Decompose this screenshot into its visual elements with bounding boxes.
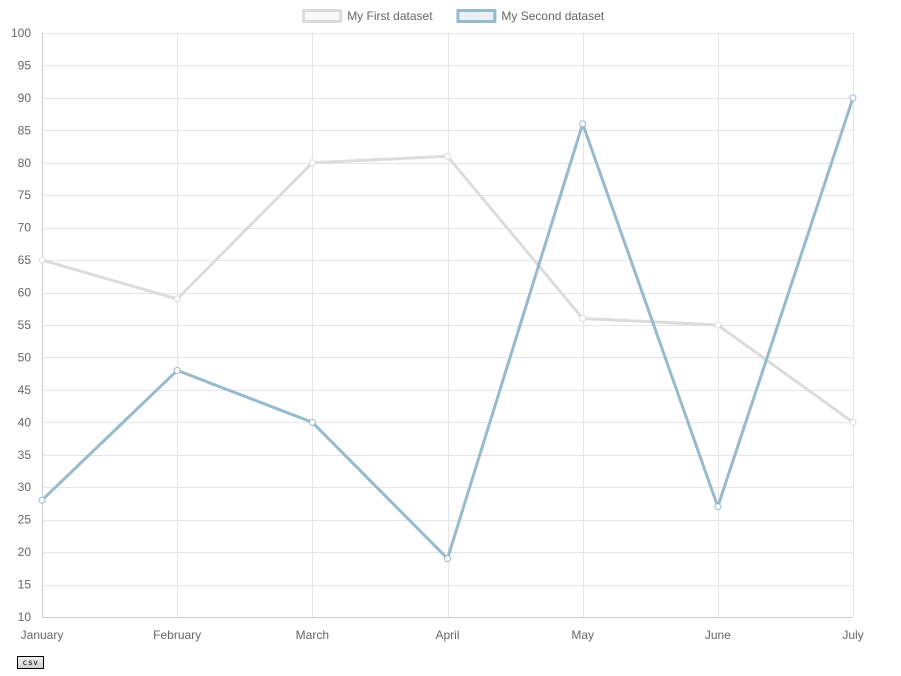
data-point[interactable] (849, 94, 857, 102)
y-tick-label: 15 (18, 578, 32, 592)
y-tick-label: 95 (18, 58, 32, 72)
series-lines (38, 94, 857, 563)
x-tick-label: June (705, 628, 731, 642)
legend-label: My Second dataset (501, 9, 604, 23)
x-tick-label: March (296, 628, 329, 642)
axes (42, 33, 853, 618)
data-point[interactable] (444, 152, 451, 160)
data-point[interactable] (38, 496, 46, 504)
x-tick-label: July (842, 628, 863, 642)
y-tick-label: 80 (18, 156, 32, 170)
y-tick-label: 60 (18, 286, 32, 300)
series-line (40, 97, 855, 561)
data-point[interactable] (714, 321, 722, 329)
tick-labels: 10 15 20 25 30 35 40 45 50 55 60 65 70 75 80 85 90 95 100 J… (11, 26, 864, 642)
data-point[interactable] (849, 418, 857, 426)
data-point[interactable] (173, 295, 181, 303)
x-tick-label: April (435, 628, 459, 642)
y-tick-label: 35 (18, 448, 32, 462)
x-tick-label: January (21, 628, 64, 642)
y-tick-label: 45 (18, 383, 32, 397)
legend-item-1[interactable]: My First dataset (302, 9, 434, 23)
data-point[interactable] (714, 503, 722, 511)
legend-swatch (302, 9, 343, 23)
data-point[interactable] (308, 418, 316, 426)
y-tick-label: 100 (11, 26, 31, 40)
data-point[interactable] (444, 555, 451, 563)
legend-item-2[interactable]: My Second dataset (456, 9, 605, 23)
data-point[interactable] (308, 159, 316, 167)
y-tick-label: 55 (18, 318, 32, 332)
y-tick-label: 85 (18, 123, 32, 137)
x-tick-label: February (153, 628, 201, 642)
y-tick-label: 70 (18, 221, 32, 235)
grid (42, 33, 854, 617)
y-tick-label: 10 (18, 610, 32, 624)
data-point[interactable] (579, 315, 587, 323)
y-tick-label: 75 (18, 188, 32, 202)
data-point[interactable] (579, 120, 587, 128)
legend-label: My First dataset (347, 9, 433, 23)
series-2 (38, 94, 857, 563)
data-point[interactable] (173, 366, 181, 374)
y-tick-label: 50 (18, 350, 32, 364)
csv-export-button[interactable]: csv (17, 656, 44, 669)
y-tick-label: 30 (18, 480, 32, 494)
series-1 (38, 152, 857, 426)
legend: My First dataset My Second dataset (302, 9, 605, 23)
legend-swatch (456, 9, 497, 23)
y-tick-label: 90 (18, 91, 32, 105)
y-tick-label: 40 (18, 415, 32, 429)
y-tick-label: 20 (18, 545, 32, 559)
x-tick-label: May (571, 628, 594, 642)
y-tick-label: 65 (18, 253, 32, 267)
data-point[interactable] (38, 256, 46, 264)
y-tick-label: 25 (18, 513, 32, 527)
